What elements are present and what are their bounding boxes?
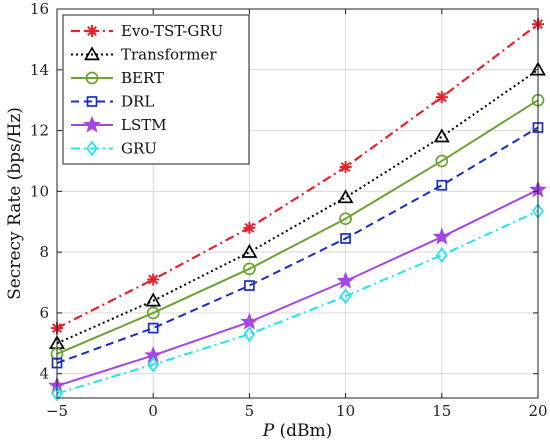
data-point xyxy=(147,356,160,373)
series-drl xyxy=(51,122,544,369)
legend-label: Evo-TST-GRU xyxy=(121,22,223,40)
x-tick-label: −5 xyxy=(46,402,68,420)
legend-marker xyxy=(86,96,98,107)
legend-marker xyxy=(83,115,101,133)
data-point xyxy=(147,273,160,286)
data-point xyxy=(435,154,449,168)
data-point xyxy=(145,292,162,307)
legend-item: DRL xyxy=(71,93,154,111)
y-tick-label: 6 xyxy=(39,304,49,322)
data-point xyxy=(337,189,354,204)
data-point xyxy=(243,221,256,234)
x-axis-variable: P xyxy=(262,421,275,441)
data-point xyxy=(432,227,451,245)
series-line xyxy=(56,68,539,345)
data-point xyxy=(243,326,256,343)
legend-item: LSTM xyxy=(71,115,167,134)
data-point xyxy=(435,247,448,264)
data-point xyxy=(241,243,258,258)
data-point xyxy=(339,212,352,226)
data-point xyxy=(340,233,351,244)
legend-marker xyxy=(86,25,98,37)
data-point xyxy=(339,161,352,174)
legend-label: DRL xyxy=(121,93,154,111)
legend-label: Transformer xyxy=(121,46,217,64)
x-tick-label: 0 xyxy=(148,402,158,420)
legend-item: Evo-TST-GRU xyxy=(71,22,223,40)
series-line xyxy=(56,126,539,364)
y-tick-label: 10 xyxy=(30,182,49,200)
data-point xyxy=(339,288,352,305)
x-tick-label: 15 xyxy=(432,402,451,420)
x-axis-label: P (dBm) xyxy=(262,421,333,441)
data-point xyxy=(244,280,255,291)
data-point xyxy=(243,262,256,276)
series-line xyxy=(56,188,539,387)
data-point xyxy=(436,179,448,191)
legend-label: LSTM xyxy=(121,116,167,134)
x-axis-unit: (dBm) xyxy=(274,421,332,441)
data-point xyxy=(435,91,448,104)
data-point xyxy=(240,312,259,330)
data-point xyxy=(147,322,159,334)
series-layer xyxy=(48,18,547,402)
x-tick-label: 20 xyxy=(528,402,547,420)
legend-item: GRU xyxy=(71,140,157,158)
series-line xyxy=(56,99,539,355)
legend-marker xyxy=(85,71,99,85)
y-axis-label: Secrecy Rate (bps/Hz) xyxy=(5,107,25,300)
x-tick-label: 10 xyxy=(336,402,355,420)
legend-marker xyxy=(86,140,98,157)
plot-frame xyxy=(56,8,539,399)
legend-label: BERT xyxy=(121,69,164,87)
legend-box xyxy=(62,14,250,165)
y-tick-label: 4 xyxy=(39,365,49,383)
legend: Evo-TST-GRU Transformer BERT DRL LSTM GRU xyxy=(62,14,250,165)
y-tick-label: 14 xyxy=(30,61,49,79)
data-point xyxy=(146,306,160,320)
axis-ticks: −5 0 5 10 15 20 4 6 8 10 12 14 16 xyxy=(30,0,548,420)
series-lstm xyxy=(48,180,547,394)
y-tick-label: 16 xyxy=(30,0,49,18)
data-point xyxy=(51,385,63,402)
series-line xyxy=(56,210,539,395)
series-bert xyxy=(50,93,545,361)
legend-marker xyxy=(84,46,100,61)
y-tick-label: 12 xyxy=(30,122,49,140)
series-line xyxy=(56,23,539,330)
data-point xyxy=(336,271,355,289)
y-tick-label: 8 xyxy=(39,243,49,261)
legend-item: Transformer xyxy=(71,46,217,64)
x-tick-label: 5 xyxy=(245,402,255,420)
legend-item: BERT xyxy=(71,69,164,87)
data-point xyxy=(433,128,450,143)
legend-label: GRU xyxy=(121,140,157,158)
